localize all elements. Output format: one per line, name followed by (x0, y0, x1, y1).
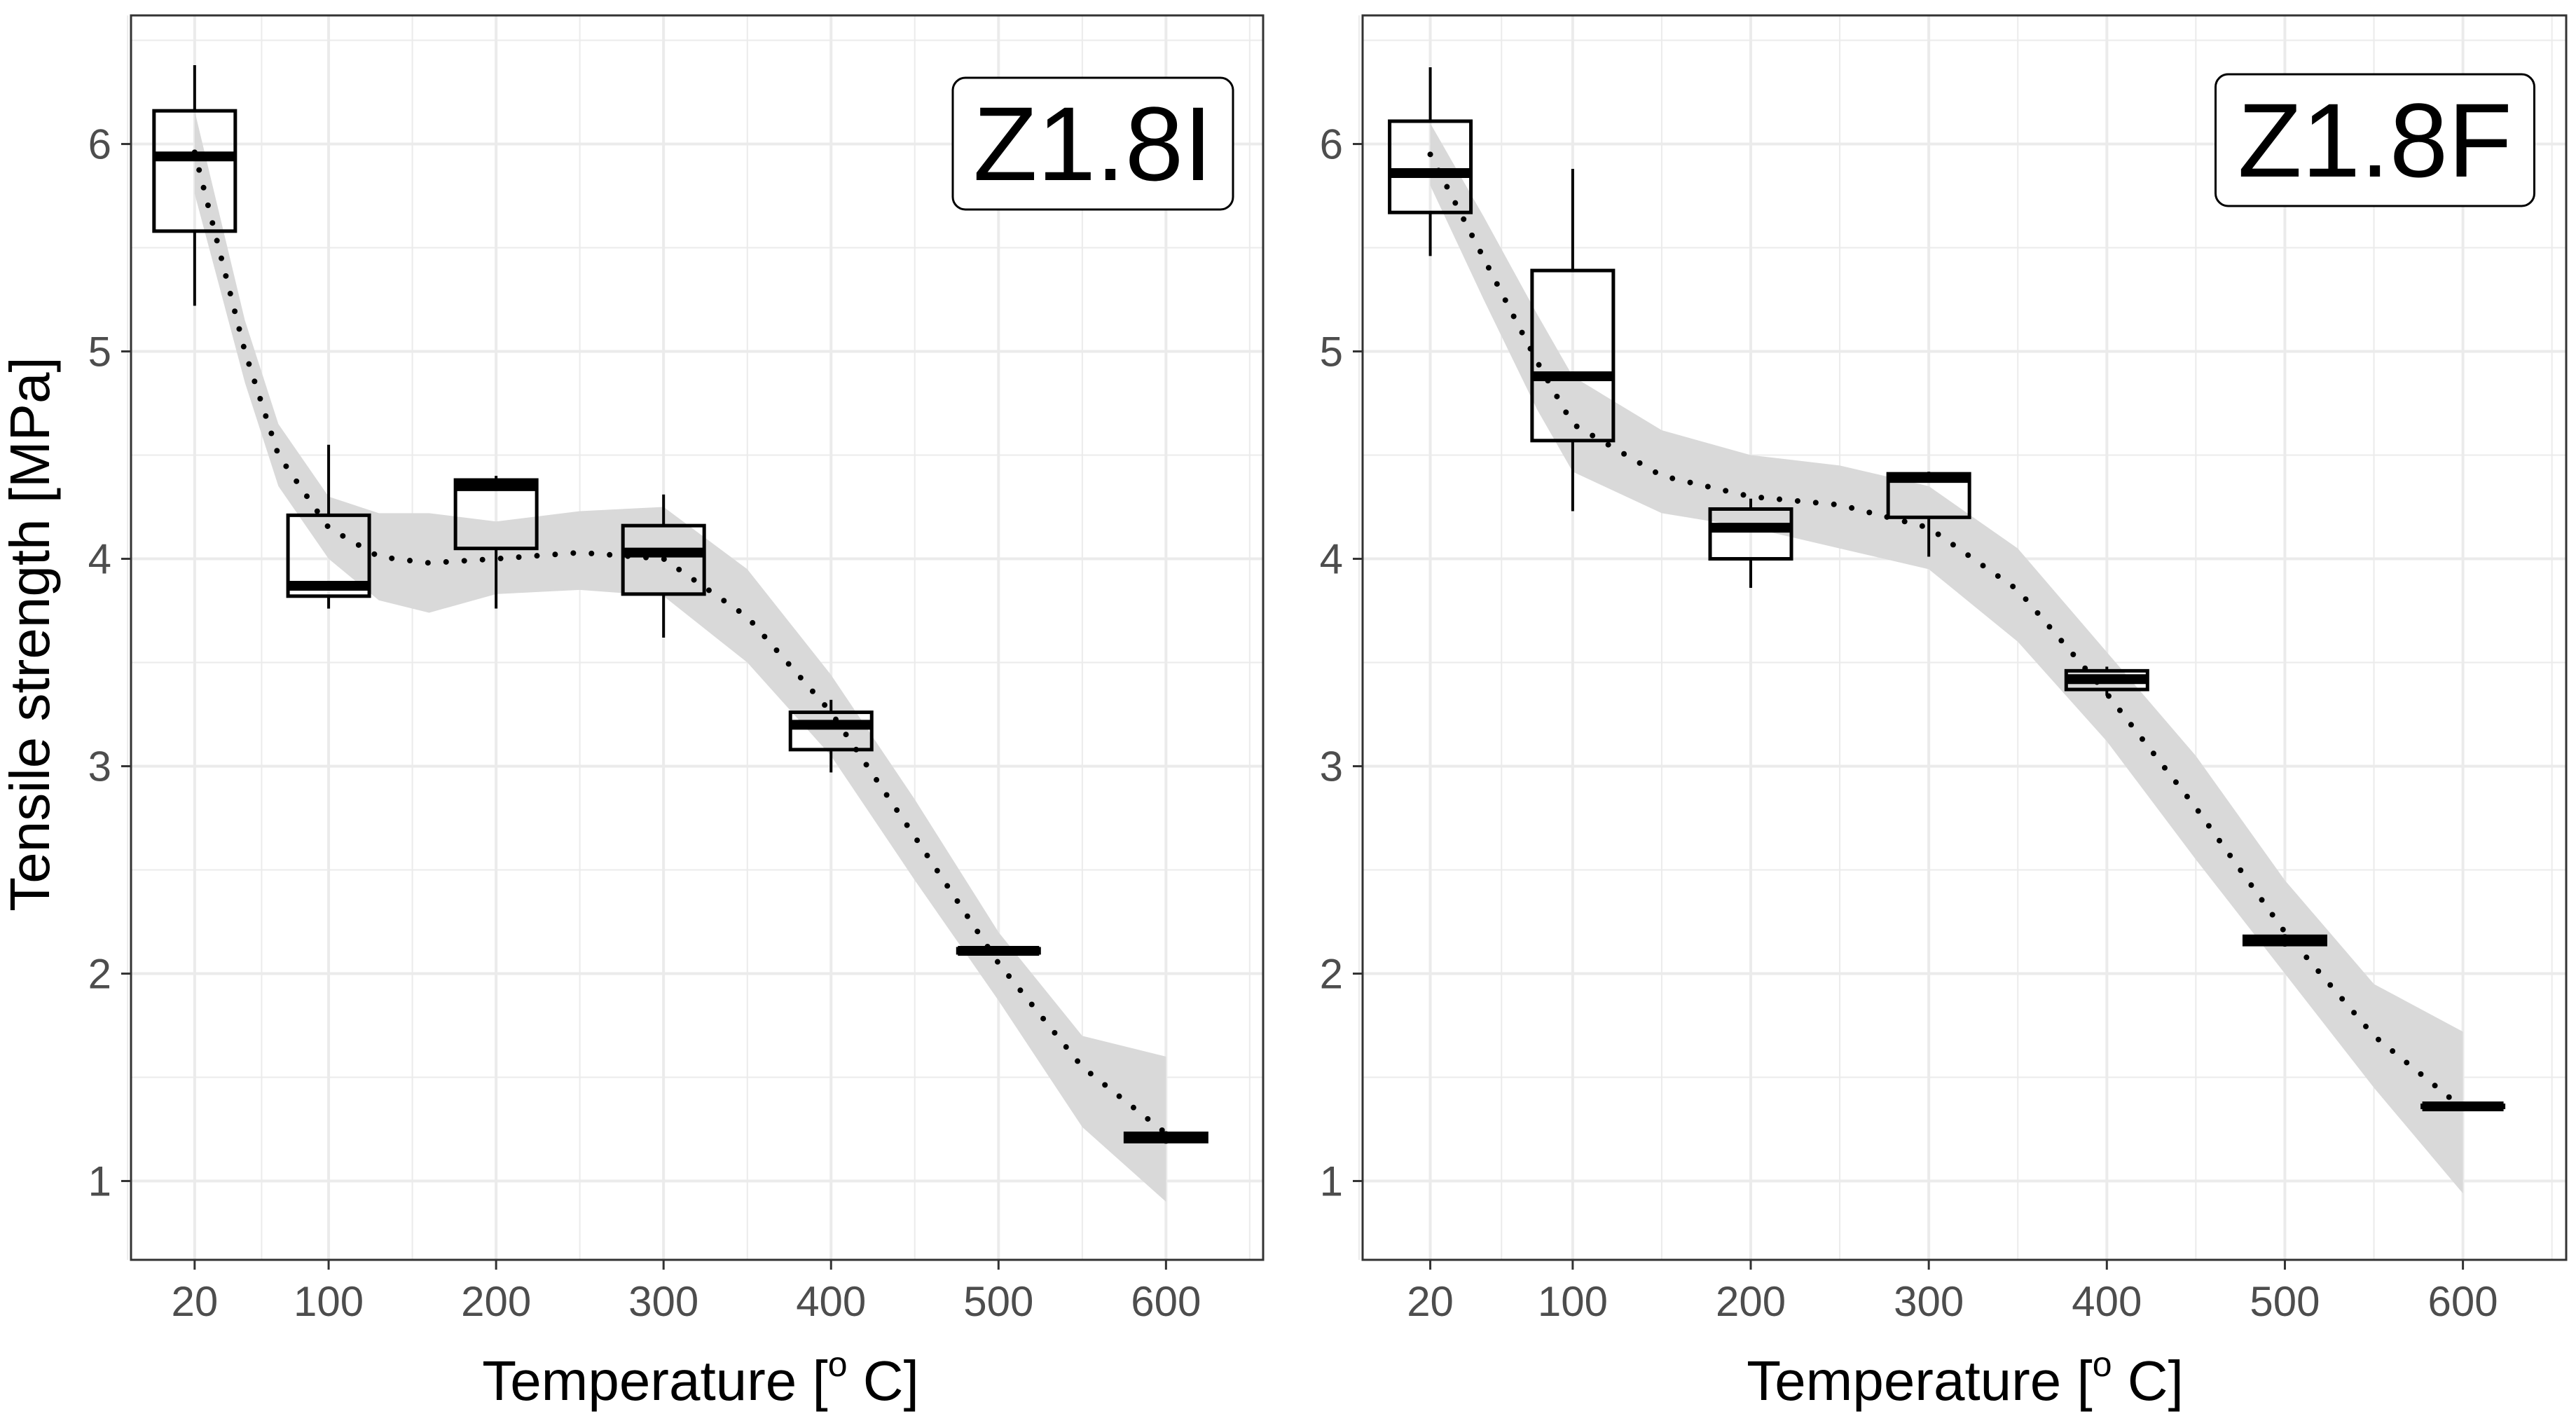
x-tick-label: 200 (461, 1278, 531, 1325)
box-iqr (621, 523, 706, 596)
y-tick-label: 3 (1320, 743, 1343, 790)
box-iqr (286, 513, 371, 598)
x-axis-title-end: C] (848, 1350, 919, 1412)
panel-z1-8i: 20 100 200 300 400 500 600 1 2 3 4 5 6 Z1.8I Tempera… (0, 14, 1265, 1412)
box-200 (1708, 498, 1793, 588)
x-tick-label: 300 (628, 1278, 698, 1325)
x-tick-label: 500 (2250, 1278, 2320, 1325)
x-axis-title-superscript: o (828, 1345, 848, 1384)
plot-frame (1361, 14, 2568, 1261)
smooth-fit-line (1427, 151, 2466, 1111)
x-tick-label: 200 (1716, 1278, 1786, 1325)
x-tick-label: 500 (963, 1278, 1033, 1325)
box-iqr (152, 109, 237, 233)
x-tick-label: 20 (171, 1278, 218, 1325)
box-iqr (788, 710, 874, 752)
confidence-band-layer (194, 111, 1166, 1202)
x-axis-title: Temperature [o C] (482, 1345, 919, 1412)
y-tick-label: 2 (1320, 951, 1343, 998)
panel-label-badge: Z1.8I (951, 76, 1234, 211)
plot-frame (130, 14, 1265, 1261)
y-tick-label: 4 (1320, 536, 1343, 583)
y-tick-label: 5 (88, 329, 111, 376)
box-300 (621, 494, 706, 638)
box-100 (1530, 169, 1616, 512)
y-tick-label: 6 (88, 121, 111, 168)
x-axis-title-main: Temperature [ (1747, 1350, 2093, 1412)
panel-label-text: Z1.8F (2238, 81, 2512, 199)
y-tick-label: 1 (88, 1158, 111, 1205)
box-20 (152, 65, 237, 306)
smooth-fit-line (191, 149, 1169, 1137)
y-tick-label: 6 (1320, 121, 1343, 168)
boxes-layer (152, 65, 1208, 1144)
boxes-layer (1388, 67, 2506, 1111)
panel-label-text: Z1.8I (973, 85, 1213, 202)
y-tick-label: 2 (88, 951, 111, 998)
box-500 (2242, 934, 2327, 947)
box-500 (956, 945, 1041, 956)
panel-z1-8f: 20 100 200 300 400 500 600 1 2 3 4 5 6 Z1.8F Tempera… (1320, 14, 2568, 1412)
y-tick-label: 5 (1320, 329, 1343, 376)
y-tick-label: 3 (88, 743, 111, 790)
panel-label-box (951, 76, 1234, 211)
y-tick-label: 4 (88, 536, 111, 583)
x-axis-title-main: Temperature [ (482, 1350, 828, 1412)
x-tick-label: 600 (2428, 1278, 2498, 1325)
box-iqr (1530, 268, 1616, 443)
box-600 (1123, 1131, 1208, 1144)
y-axis-title: Tensile strength [MPa] (0, 357, 61, 911)
x-tick-label: 400 (796, 1278, 866, 1325)
confidence-band-layer (1430, 123, 2463, 1194)
smooth-line-layer (191, 149, 1169, 1137)
x-tick-label: 100 (294, 1278, 364, 1325)
x-axis-title-superscript: o (2093, 1345, 2112, 1384)
box-600 (2420, 1101, 2506, 1111)
x-tick-label: 300 (1894, 1278, 1964, 1325)
smooth-line-layer (1427, 151, 2466, 1111)
box-iqr (1708, 507, 1793, 561)
y-tick-label: 1 (1320, 1158, 1343, 1205)
box-200 (453, 476, 539, 609)
box-iqr (1388, 119, 1473, 214)
box-300 (1886, 472, 1971, 557)
confidence-band (1430, 123, 2463, 1194)
confidence-band (194, 111, 1166, 1202)
panel-label-box (2215, 73, 2535, 207)
x-axis-title: Temperature [o C] (1747, 1345, 2184, 1412)
box-20 (1388, 67, 1473, 256)
x-tick-label: 600 (1131, 1278, 1201, 1325)
x-tick-label: 400 (2072, 1278, 2142, 1325)
x-tick-label: 100 (1538, 1278, 1608, 1325)
box-iqr (453, 478, 539, 551)
ticks-layer: 20 100 200 300 400 500 600 1 2 3 4 5 6 (1320, 121, 2498, 1325)
box-400 (788, 699, 874, 773)
grid-layer (1358, 15, 2566, 1260)
x-tick-label: 20 (1407, 1278, 1454, 1325)
box-100 (286, 444, 371, 609)
panel-label-badge: Z1.8F (2215, 73, 2535, 207)
ticks-layer: 20 100 200 300 400 500 600 1 2 3 4 5 6 (88, 121, 1201, 1325)
x-axis-title-end: C] (2112, 1350, 2184, 1412)
